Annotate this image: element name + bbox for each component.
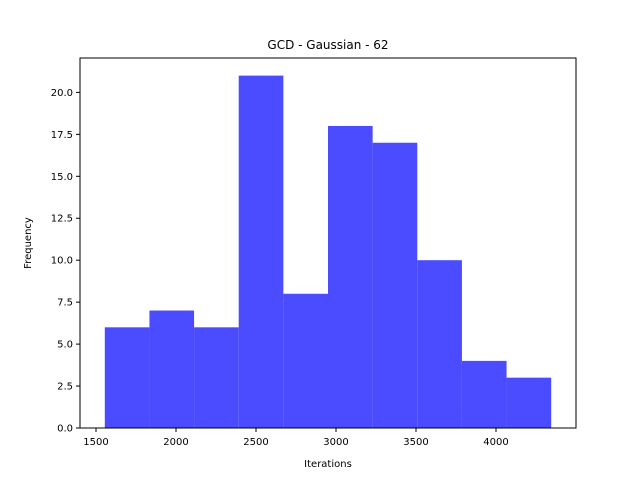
y-tick-label: 2.5	[57, 382, 73, 393]
histogram-bar	[506, 377, 552, 428]
x-tick-label: 3500	[403, 437, 428, 448]
x-tick-label: 3000	[323, 437, 348, 448]
histogram-bar	[283, 293, 328, 428]
y-tick-label: 5.0	[57, 340, 73, 351]
x-axis-ticks: 1500 2000 2500 3000 3500 4000	[83, 428, 509, 448]
bars-group	[104, 75, 552, 429]
x-axis-label: Iterations	[304, 459, 352, 470]
y-tick-label: 0.0	[57, 424, 73, 435]
x-tick-label: 2000	[163, 437, 188, 448]
plot-frame	[79, 57, 577, 429]
chart-title: GCD - Gaussian - 62	[267, 38, 388, 52]
y-axis-label: Frequency	[23, 217, 34, 269]
y-axis-ticks: 0.0 2.5 5.0 7.5 10.0 12.5 15.0 17.5 20.0	[51, 88, 80, 435]
x-tick-label: 1500	[83, 437, 108, 448]
y-tick-label: 12.5	[51, 214, 73, 225]
x-tick-label: 4000	[483, 437, 508, 448]
y-tick-label: 20.0	[51, 88, 73, 99]
histogram-bar	[238, 75, 284, 428]
y-tick-label: 17.5	[51, 130, 73, 141]
y-tick-label: 15.0	[51, 172, 73, 183]
histogram-bar	[372, 142, 418, 428]
histogram-bar	[104, 327, 150, 428]
histogram-bar	[328, 125, 373, 429]
histogram-bar	[417, 260, 462, 428]
x-tick-label: 2500	[243, 437, 268, 448]
y-tick-label: 10.0	[51, 256, 73, 267]
histogram-bar	[149, 310, 195, 428]
histogram-bar	[194, 327, 239, 428]
histogram-bar	[461, 360, 507, 428]
y-tick-label: 7.5	[57, 298, 73, 309]
